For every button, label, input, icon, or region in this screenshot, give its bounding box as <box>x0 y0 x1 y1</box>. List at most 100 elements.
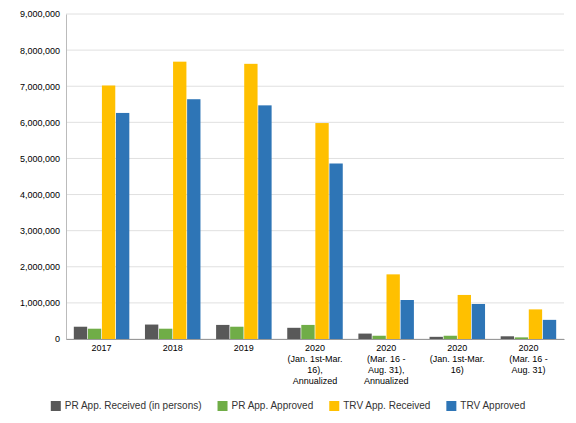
bar <box>74 327 87 339</box>
grid-line <box>66 14 564 15</box>
x-tick-label: 2019 <box>234 343 254 353</box>
bar <box>386 274 399 339</box>
x-tick-label: 2017 <box>92 343 112 353</box>
bar <box>401 300 414 339</box>
y-tick-label: 7,000,000 <box>20 82 60 92</box>
bar <box>173 62 186 339</box>
bar <box>458 295 471 339</box>
x-tick: 2020(Mar. 16 -Aug. 31) <box>509 339 548 375</box>
y-axis: 0 1,000,000 2,000,000 3,000,000 4,000,000 5,0… <box>20 9 67 344</box>
x-tick-label-line: Aug. 31), <box>368 365 405 375</box>
legend-label: TRV App. Received <box>343 400 430 411</box>
y-tick-label: 8,000,000 <box>20 45 60 55</box>
bar <box>444 336 457 339</box>
x-tick-label-line: Annualized <box>364 376 409 386</box>
x-tick: 2020(Mar. 16 -Aug. 31),Annualized <box>364 339 409 386</box>
x-tick: 2019 <box>234 339 254 353</box>
bar <box>301 325 314 339</box>
grid-line <box>66 122 564 123</box>
bar <box>358 334 371 339</box>
y-tick: 8,000,000 <box>20 45 66 55</box>
y-tick: 7,000,000 <box>20 82 66 92</box>
legend-label: PR App. Received (in persons) <box>65 400 202 411</box>
x-tick-label: 2018 <box>163 343 183 353</box>
bar-series <box>116 99 556 339</box>
legend-item: TRV App. Received <box>329 400 430 411</box>
bar-series <box>102 62 542 339</box>
x-tick-label-line: 2020 <box>518 343 538 353</box>
y-tick: 1,000,000 <box>20 298 66 308</box>
bar <box>501 336 514 339</box>
x-tick-label-line: 16) <box>451 365 464 375</box>
bar <box>315 123 328 339</box>
y-tick: 5,000,000 <box>20 154 66 164</box>
x-tick-label-line: (Mar. 16 - <box>367 354 406 364</box>
x-tick-label-line: 2018 <box>163 343 183 353</box>
y-tick-label: 2,000,000 <box>20 262 60 272</box>
legend-label: PR App. Approved <box>232 400 314 411</box>
bar <box>216 325 229 339</box>
bar <box>187 99 200 339</box>
plot: 0 1,000,000 2,000,000 3,000,000 4,000,000 5,0… <box>20 9 565 386</box>
y-tick-label: 6,000,000 <box>20 118 60 128</box>
x-tick: 2018 <box>163 339 183 353</box>
bar <box>145 325 158 339</box>
legend: PR App. Received (in persons) PR App. App… <box>51 400 525 411</box>
bar <box>430 337 443 339</box>
grid-line <box>66 266 564 267</box>
x-tick-label-line: (Jan. 1st-Mar. <box>287 354 342 364</box>
x-tick-label-line: 2020 <box>376 343 396 353</box>
y-tick: 4,000,000 <box>20 190 66 200</box>
legend-item: TRV Approved <box>446 400 525 411</box>
grid-line <box>66 339 564 340</box>
bar <box>116 113 129 339</box>
x-tick-label: 2020(Mar. 16 -Aug. 31),Annualized <box>364 343 409 386</box>
legend-swatch <box>329 401 339 411</box>
y-tick-label: 3,000,000 <box>20 226 60 236</box>
grid-line <box>66 302 564 303</box>
x-axis-line <box>67 339 565 340</box>
legend-swatch <box>218 401 228 411</box>
x-tick-label: 2020(Jan. 1st-Mar.16),Annualized <box>287 343 342 386</box>
grid-line <box>66 230 564 231</box>
legend-item: PR App. Approved <box>218 400 314 411</box>
x-tick: 2017 <box>92 339 112 353</box>
x-tick-label: 2020(Mar. 16 -Aug. 31) <box>509 343 548 375</box>
bar <box>258 105 271 339</box>
x-tick-label-line: 2020 <box>447 343 467 353</box>
bar-series <box>74 325 514 339</box>
grid-line <box>66 158 564 159</box>
grid-line <box>66 50 564 51</box>
legend-label: TRV Approved <box>460 400 525 411</box>
grid-line <box>66 86 564 87</box>
bar <box>529 309 542 339</box>
bar <box>287 328 300 339</box>
x-tick-label-line: 16), <box>307 365 323 375</box>
y-tick: 3,000,000 <box>20 226 66 236</box>
bar <box>543 320 556 339</box>
y-tick-label: 5,000,000 <box>20 154 60 164</box>
x-tick-label-line: (Mar. 16 - <box>509 354 548 364</box>
bar <box>88 329 101 339</box>
x-tick-label-line: 2019 <box>234 343 254 353</box>
y-tick-label: 1,000,000 <box>20 298 60 308</box>
x-tick-label: 2020(Jan. 1st-Mar.16) <box>430 343 485 375</box>
x-tick-label-line: (Jan. 1st-Mar. <box>430 354 485 364</box>
y-tick: 0 <box>55 334 66 344</box>
grid-line <box>66 194 564 195</box>
y-tick: 2,000,000 <box>20 262 66 272</box>
y-axis-line <box>66 15 67 340</box>
bar <box>329 164 342 340</box>
x-tick-label-line: 2017 <box>92 343 112 353</box>
legend-swatch <box>51 401 61 411</box>
y-tick-label: 9,000,000 <box>20 9 60 19</box>
x-tick: 2020(Jan. 1st-Mar.16) <box>430 339 485 375</box>
grid <box>66 14 564 339</box>
x-tick: 2020(Jan. 1st-Mar.16),Annualized <box>287 339 342 386</box>
y-tick-label: 0 <box>55 334 60 344</box>
legend-item: PR App. Received (in persons) <box>51 400 202 411</box>
bar <box>230 327 243 339</box>
bar <box>159 329 172 339</box>
chart: PR App. Received (in persons) PR App. App… <box>0 0 576 423</box>
bar <box>515 337 528 339</box>
